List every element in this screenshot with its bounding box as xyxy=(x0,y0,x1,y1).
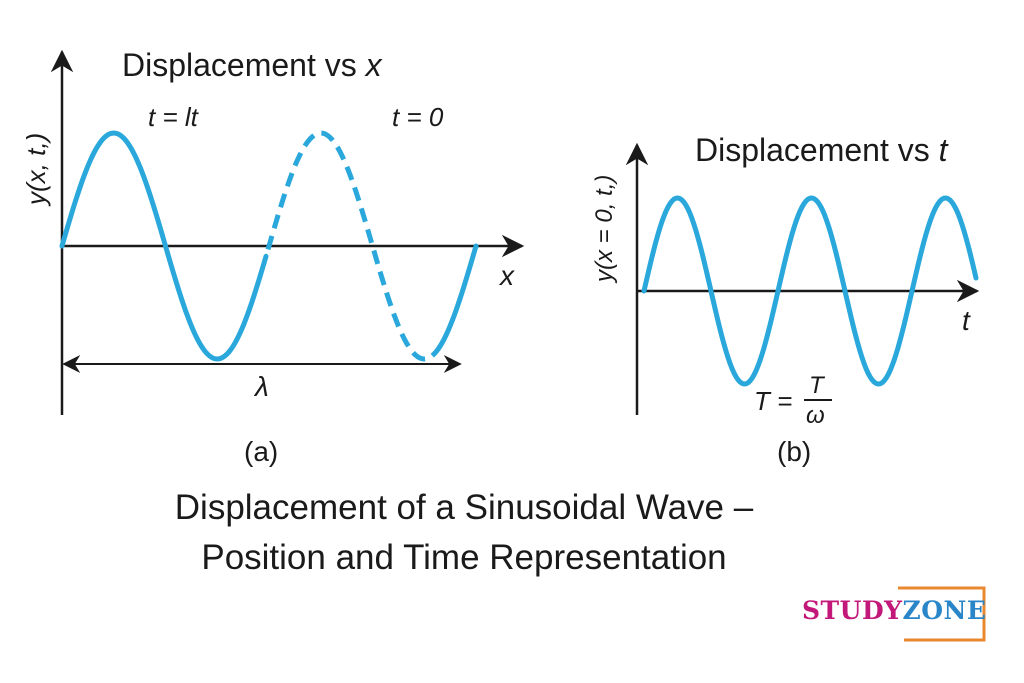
panel-a: Displacement vs x t = lt t = 0 y(x, t,) … xyxy=(21,47,525,467)
panel-b-title: Displacement vs t xyxy=(695,132,949,168)
logo-study: STUDY xyxy=(802,596,903,625)
panel-a-solid-curve-label: t = lt xyxy=(148,102,200,132)
period-formula: T = T ω xyxy=(754,372,832,429)
panel-a-label: (a) xyxy=(244,436,278,467)
panel-a-x-axis-label: x xyxy=(498,260,515,291)
logo-frame xyxy=(898,586,986,642)
caption-line-2: Position and Time Representation xyxy=(201,538,727,577)
period-numerator: T xyxy=(809,372,826,399)
logo-wordmark: STUDYZONE xyxy=(802,596,986,625)
panel-b-wave xyxy=(641,195,979,387)
panel-a-solid-wave-end xyxy=(437,243,479,349)
logo-zone: ZONE xyxy=(902,596,987,625)
panel-a-dashed-curve-label: t = 0 xyxy=(392,102,444,132)
period-label-left: T = xyxy=(754,386,792,416)
panel-a-dashed-wave xyxy=(265,130,443,362)
studyzone-logo: STUDYZONE xyxy=(802,586,986,642)
panel-a-y-axis-label: y(x, t,) xyxy=(21,133,51,207)
wavelength-label: λ xyxy=(253,371,269,402)
panel-b-y-axis-label: y(x = 0, t,) xyxy=(591,175,618,284)
panel-a-solid-wave xyxy=(59,130,269,362)
panel-a-title: Displacement vs x xyxy=(122,47,383,83)
caption-line-1: Displacement of a Sinusoidal Wave – xyxy=(174,488,754,527)
panel-b: Displacement vs t y(x = 0, t,) t T = T ω… xyxy=(591,132,980,467)
panel-b-x-axis-label: t xyxy=(962,305,971,336)
panel-b-label: (b) xyxy=(777,436,811,467)
period-denominator: ω xyxy=(806,402,825,429)
